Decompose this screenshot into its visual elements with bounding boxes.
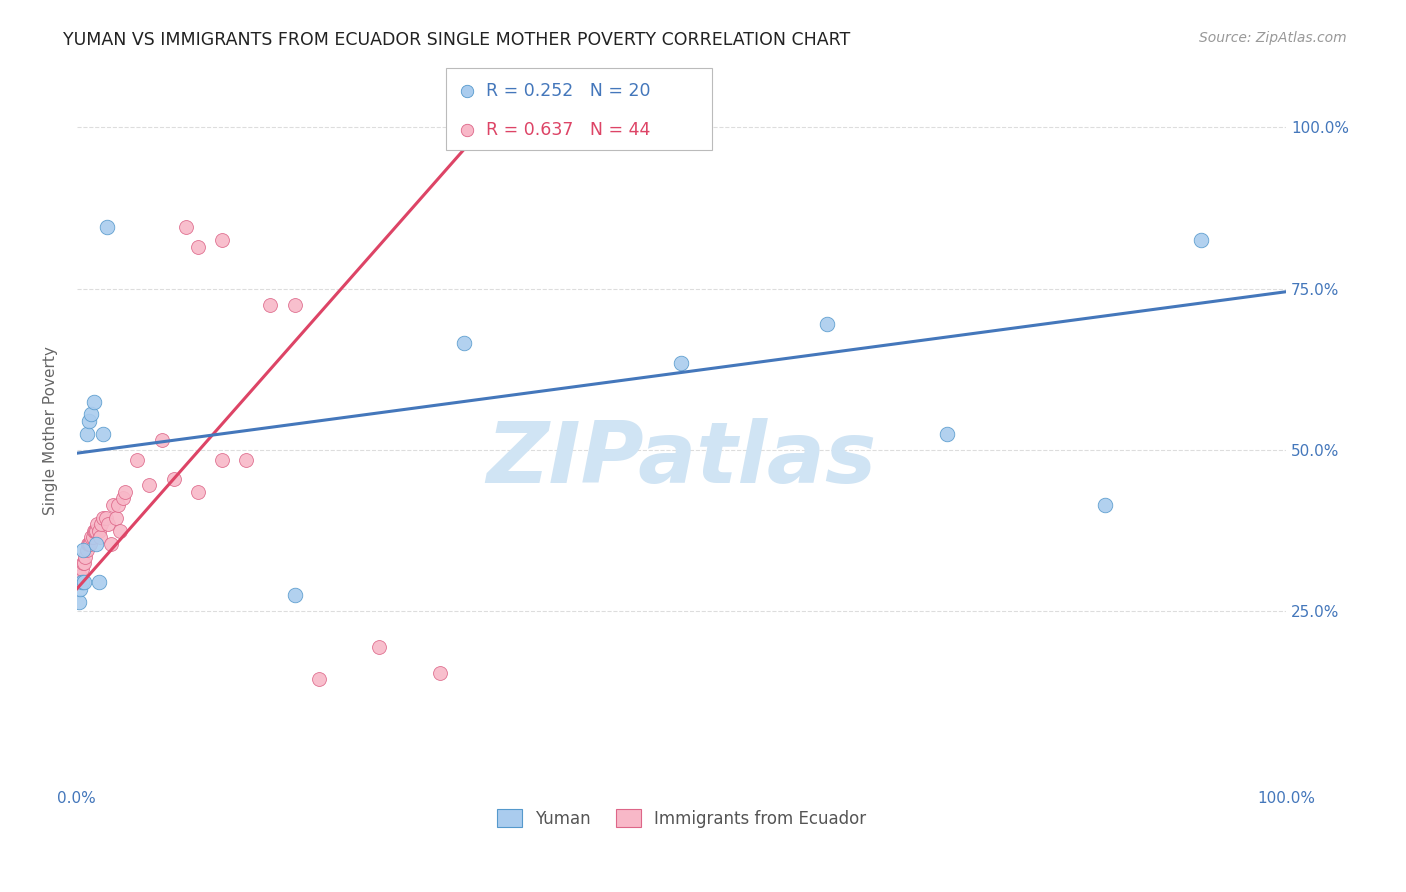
Point xyxy=(87,524,110,538)
Text: Source: ZipAtlas.com: Source: ZipAtlas.com xyxy=(1199,31,1347,45)
Legend: Yuman, Immigrants from Ecuador: Yuman, Immigrants from Ecuador xyxy=(491,803,873,834)
Point xyxy=(87,575,110,590)
Point xyxy=(259,298,281,312)
Point xyxy=(82,530,104,544)
Point xyxy=(77,536,100,550)
Text: YUMAN VS IMMIGRANTS FROM ECUADOR SINGLE MOTHER POVERTY CORRELATION CHART: YUMAN VS IMMIGRANTS FROM ECUADOR SINGLE … xyxy=(63,31,851,49)
Point xyxy=(187,485,209,500)
Point xyxy=(815,317,838,331)
Point xyxy=(308,672,330,686)
Point xyxy=(114,485,136,500)
Point xyxy=(84,536,107,550)
Point xyxy=(104,510,127,524)
Point xyxy=(90,517,112,532)
Point xyxy=(70,575,93,590)
Point xyxy=(456,169,478,184)
Point xyxy=(69,582,91,596)
Point xyxy=(101,498,124,512)
Point xyxy=(76,426,98,441)
Text: ZIPatlas: ZIPatlas xyxy=(486,417,876,500)
Point xyxy=(93,510,115,524)
Point xyxy=(73,575,96,590)
Point xyxy=(93,426,115,441)
Point xyxy=(84,524,107,538)
Point xyxy=(671,356,693,370)
Point xyxy=(162,472,184,486)
Point xyxy=(72,543,94,558)
Point xyxy=(80,408,103,422)
Point xyxy=(97,517,120,532)
Point xyxy=(107,498,129,512)
Point xyxy=(100,536,122,550)
Y-axis label: Single Mother Poverty: Single Mother Poverty xyxy=(44,346,58,515)
Point xyxy=(67,595,90,609)
Point xyxy=(1189,233,1212,247)
Point xyxy=(76,543,98,558)
Point xyxy=(150,434,173,448)
Point xyxy=(70,562,93,576)
Point xyxy=(127,452,149,467)
Point xyxy=(79,536,101,550)
Point xyxy=(187,239,209,253)
Point xyxy=(72,556,94,570)
Point xyxy=(1094,498,1116,512)
Point xyxy=(936,426,959,441)
Point xyxy=(110,524,132,538)
Point xyxy=(174,220,197,235)
Point xyxy=(75,549,97,564)
Point xyxy=(83,524,105,538)
Point xyxy=(96,220,118,235)
FancyBboxPatch shape xyxy=(446,69,711,150)
Point xyxy=(86,517,108,532)
Point xyxy=(235,452,257,467)
Point xyxy=(138,478,160,492)
Point xyxy=(73,556,96,570)
Point xyxy=(429,665,451,680)
Text: R = 0.637   N = 44: R = 0.637 N = 44 xyxy=(485,120,650,138)
Point xyxy=(211,452,233,467)
Point xyxy=(94,510,117,524)
Text: R = 0.252   N = 20: R = 0.252 N = 20 xyxy=(485,82,650,100)
Point xyxy=(84,524,107,538)
Point xyxy=(89,530,111,544)
Point xyxy=(283,298,305,312)
Point xyxy=(83,394,105,409)
Point xyxy=(283,588,305,602)
Point xyxy=(368,640,391,654)
Point xyxy=(211,233,233,247)
Point xyxy=(76,536,98,550)
Point xyxy=(80,530,103,544)
Point xyxy=(453,336,475,351)
Point xyxy=(67,575,90,590)
Point xyxy=(456,135,478,149)
Point xyxy=(69,569,91,583)
Point xyxy=(111,491,134,506)
Point xyxy=(77,414,100,428)
